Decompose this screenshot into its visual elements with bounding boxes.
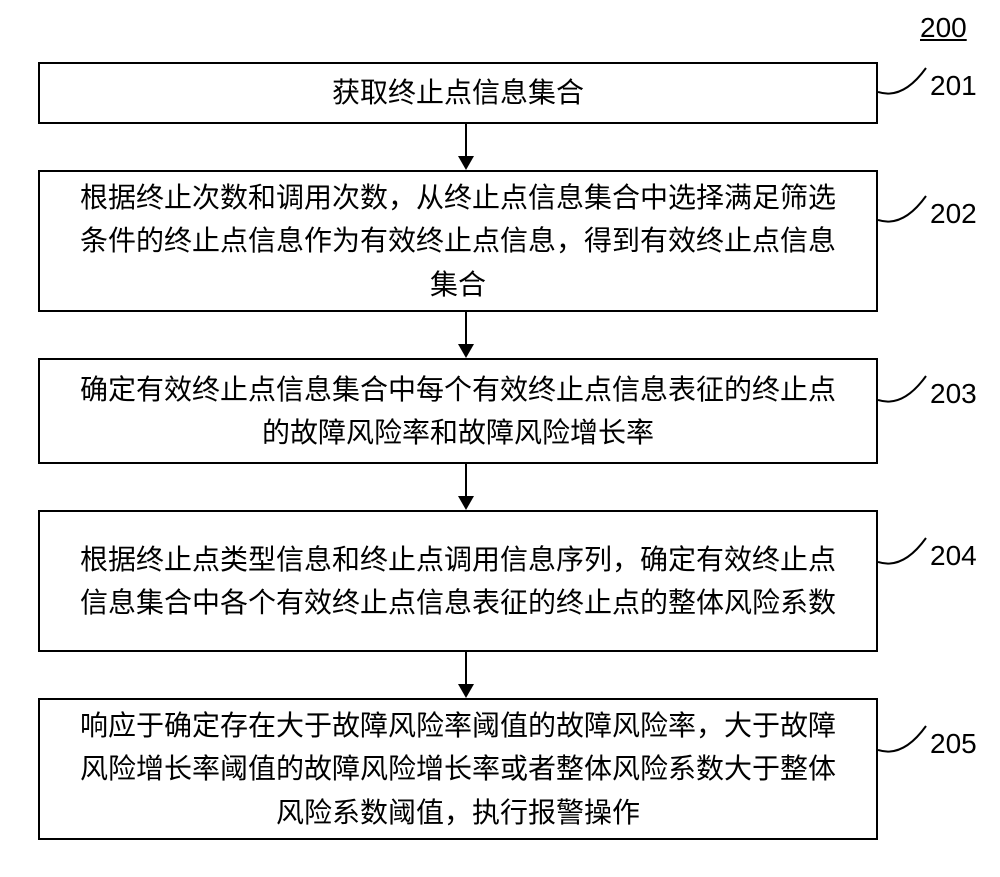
step-label-202: 202 [930,198,977,230]
arrow-201-202 [458,124,474,170]
arrow-203-204 [458,464,474,510]
callout-202 [878,190,938,250]
step-text: 响应于确定存在大于故障风险率阈值的故障风险率，大于故障风险增长率阈值的故障风险增… [70,704,846,834]
flowchart-canvas: 200 获取终止点信息集合 201 根据终止次数和调用次数，从终止点信息集合中选… [0,0,1000,877]
arrow-202-203 [458,312,474,358]
figure-number: 200 [920,12,967,44]
step-box-204: 根据终止点类型信息和终止点调用信息序列，确定有效终止点信息集合中各个有效终止点信… [38,510,878,652]
step-box-205: 响应于确定存在大于故障风险率阈值的故障风险率，大于故障风险增长率阈值的故障风险增… [38,698,878,840]
step-box-201: 获取终止点信息集合 [38,62,878,124]
step-text: 根据终止点类型信息和终止点调用信息序列，确定有效终止点信息集合中各个有效终止点信… [70,538,846,625]
step-label-203: 203 [930,378,977,410]
arrow-204-205 [458,652,474,698]
callout-204 [878,532,938,592]
step-box-203: 确定有效终止点信息集合中每个有效终止点信息表征的终止点的故障风险率和故障风险增长… [38,358,878,464]
step-box-202: 根据终止次数和调用次数，从终止点信息集合中选择满足筛选条件的终止点信息作为有效终… [38,170,878,312]
callout-205 [878,720,938,780]
step-text: 确定有效终止点信息集合中每个有效终止点信息表征的终止点的故障风险率和故障风险增长… [70,368,846,455]
callout-203 [878,370,938,430]
step-text: 根据终止次数和调用次数，从终止点信息集合中选择满足筛选条件的终止点信息作为有效终… [70,176,846,306]
step-label-201: 201 [930,70,977,102]
step-text: 获取终止点信息集合 [332,71,584,114]
step-label-205: 205 [930,728,977,760]
step-label-204: 204 [930,540,977,572]
callout-201 [878,62,938,122]
